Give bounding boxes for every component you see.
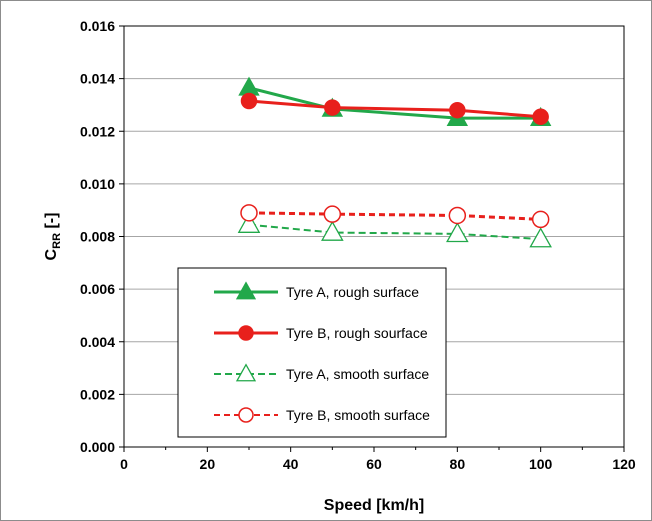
legend-label: Tyre A, smooth surface xyxy=(286,366,429,382)
axes: 0.000 0.002 0.004 0.006 0.008 0.010 0.012 0.014… xyxy=(80,18,636,472)
x-tick-label: 80 xyxy=(450,456,466,472)
legend-circle-marker xyxy=(238,407,254,423)
circle-point xyxy=(532,108,549,126)
circle-point xyxy=(240,92,258,110)
triangle-point xyxy=(446,221,469,243)
series-group xyxy=(237,76,552,248)
y-tick-label: 0.016 xyxy=(80,18,115,34)
legend-box xyxy=(177,267,447,438)
y-axis-title-main: C xyxy=(43,248,60,260)
y-tick-label: 0.010 xyxy=(80,176,115,192)
x-tick-label: 20 xyxy=(200,456,216,472)
series-2 xyxy=(240,92,549,126)
y-axis-title: CRR [-] xyxy=(43,213,63,261)
series-line xyxy=(248,211,541,221)
y-tick-label: 0.006 xyxy=(80,281,115,297)
legend-label: Tyre A, rough surface xyxy=(286,284,419,300)
legend-label: Tyre B, smooth surface xyxy=(286,407,430,423)
legend-label: Tyre B, rough sourface xyxy=(286,325,428,341)
y-axis-title-tail: [-] xyxy=(43,213,60,233)
circle-point xyxy=(448,206,467,225)
y-tick-label: 0.004 xyxy=(80,334,115,350)
legend: Tyre A, rough surface Tyre B, rough sourf… xyxy=(177,267,447,438)
y-tick-label: 0.012 xyxy=(80,123,115,139)
circle-point xyxy=(240,204,258,222)
y-tick-label: 0.002 xyxy=(80,386,115,402)
series-line xyxy=(248,223,541,241)
x-axis-title: Speed [km/h] xyxy=(324,497,424,514)
series-3 xyxy=(237,212,552,248)
y-tick-label: 0.000 xyxy=(80,439,115,455)
triangle-point xyxy=(237,212,261,233)
series-line xyxy=(248,99,541,119)
circle-point xyxy=(323,205,342,223)
y-axis-title-subscript: RR xyxy=(51,233,63,249)
circle-point xyxy=(449,101,466,119)
series-line xyxy=(248,86,541,120)
y-tick-label: 0.014 xyxy=(80,71,115,87)
circle-point xyxy=(531,210,550,229)
y-tick-label: 0.008 xyxy=(80,229,115,245)
series-1 xyxy=(238,76,552,126)
x-tick-label: 60 xyxy=(366,456,382,472)
legend-circle-marker xyxy=(238,325,254,341)
x-tick-label: 40 xyxy=(283,456,299,472)
triangle-point xyxy=(321,220,344,241)
x-tick-label: 0 xyxy=(120,456,128,472)
x-tick-label: 100 xyxy=(529,456,553,472)
circle-point xyxy=(324,99,341,116)
legend-triangle-marker xyxy=(235,363,257,382)
triangle-point xyxy=(529,227,552,248)
triangle-point xyxy=(238,76,260,96)
x-tick-label: 120 xyxy=(612,456,636,472)
series-4 xyxy=(240,204,550,229)
legend-triangle-marker xyxy=(235,281,257,300)
